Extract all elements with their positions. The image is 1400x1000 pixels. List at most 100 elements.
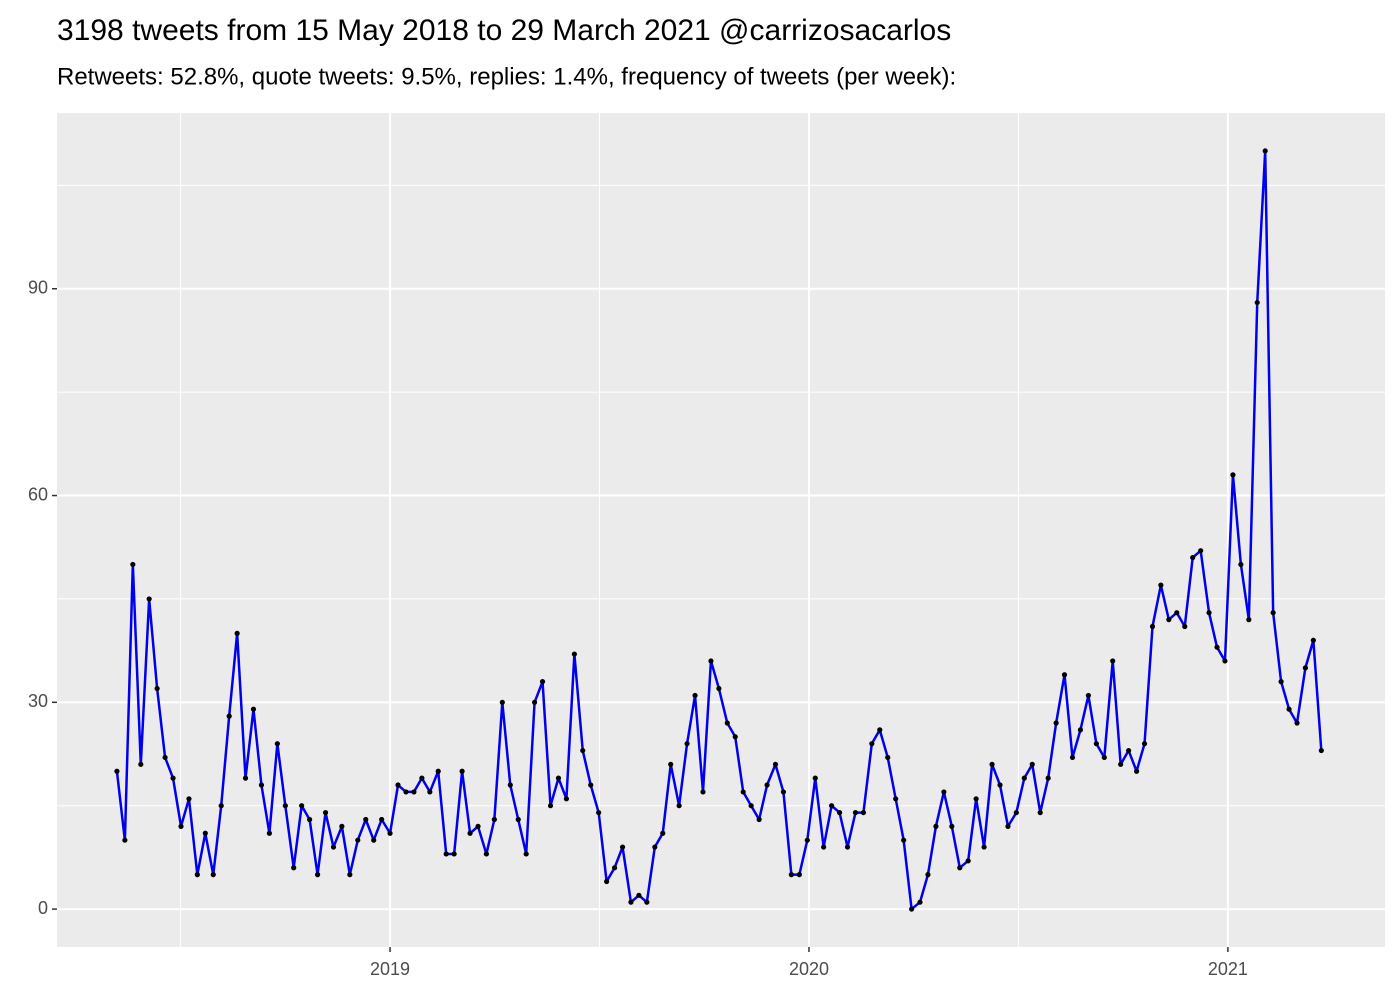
data-point [355, 837, 361, 843]
data-point [483, 851, 490, 857]
data-point [571, 651, 577, 657]
data-point [1101, 754, 1107, 761]
data-point [395, 782, 401, 788]
data-point [1198, 548, 1204, 554]
data-point [1013, 809, 1019, 816]
data-point [716, 685, 722, 692]
data-point [539, 679, 546, 685]
chart-title: 3198 tweets from 15 May 2018 to 29 March… [57, 14, 951, 47]
data-point [628, 899, 634, 905]
data-point [443, 851, 449, 857]
data-point [130, 561, 136, 568]
data-point [1110, 658, 1116, 664]
data-point [949, 823, 955, 829]
data-point [611, 865, 618, 871]
data-point [869, 741, 875, 747]
data-point [981, 844, 987, 850]
y-tick-label: 0 [38, 898, 48, 918]
data-point [965, 858, 971, 864]
data-point [314, 872, 321, 878]
data-point [162, 754, 168, 761]
data-point [499, 699, 505, 705]
data-point [660, 830, 666, 836]
data-point [1166, 617, 1172, 623]
data-point [1190, 554, 1196, 561]
data-point [347, 872, 353, 878]
data-point [989, 761, 995, 767]
data-point [1278, 679, 1284, 685]
data-point [154, 685, 160, 692]
data-point [1254, 299, 1260, 306]
data-point [780, 789, 787, 795]
data-point [588, 782, 594, 788]
chart-subtitle: Retweets: 52.8%, quote tweets: 9.5%, rep… [57, 63, 956, 90]
data-point [1005, 823, 1011, 829]
data-point [114, 768, 120, 774]
y-tick-label: 90 [28, 278, 48, 298]
data-point [363, 816, 369, 823]
y-tick-label: 60 [28, 484, 48, 504]
data-point [740, 789, 746, 795]
data-point [1061, 672, 1068, 678]
data-point [307, 816, 313, 823]
data-point [852, 809, 859, 816]
data-point [379, 816, 385, 823]
data-point [668, 761, 674, 767]
data-point [796, 872, 802, 878]
data-point [547, 803, 554, 809]
data-point [1141, 741, 1148, 747]
data-point [523, 851, 529, 857]
data-point [957, 865, 963, 871]
data-point [1262, 148, 1268, 154]
data-point [1149, 623, 1156, 630]
data-point [812, 775, 818, 781]
data-point [146, 596, 152, 602]
data-point [250, 706, 257, 712]
data-point [885, 754, 891, 761]
data-point [828, 803, 835, 809]
data-point [748, 803, 754, 809]
x-tick-label: 2021 [1208, 959, 1248, 979]
data-point [1053, 720, 1059, 726]
data-point [860, 809, 867, 816]
data-point [636, 892, 642, 898]
data-point [1085, 692, 1091, 699]
data-point [619, 844, 626, 850]
data-point [1174, 610, 1180, 616]
data-point [1222, 658, 1228, 664]
data-point [1318, 747, 1324, 754]
data-point [1045, 775, 1051, 781]
data-point [371, 837, 377, 843]
data-point [700, 789, 706, 795]
data-point [194, 872, 200, 878]
x-tick-label: 2019 [370, 959, 410, 979]
data-point [451, 851, 457, 857]
data-point [210, 872, 216, 878]
data-point [909, 906, 915, 912]
data-point [724, 720, 730, 726]
data-point [1118, 761, 1124, 767]
data-point [282, 803, 288, 809]
data-point [186, 796, 192, 802]
data-point [411, 789, 417, 795]
data-point [555, 775, 562, 781]
data-point [291, 865, 297, 871]
data-point [1182, 623, 1188, 630]
data-point [580, 747, 586, 754]
data-point [1158, 582, 1164, 588]
data-point [1126, 747, 1132, 754]
data-point [1214, 644, 1220, 650]
plot-panel [57, 113, 1385, 947]
data-point [1069, 754, 1076, 761]
data-point [515, 816, 521, 823]
data-point [941, 789, 947, 795]
data-point [226, 713, 232, 719]
data-point [604, 878, 610, 885]
data-point [1294, 720, 1300, 726]
data-point [563, 796, 570, 802]
data-point [973, 796, 979, 802]
data-point [997, 782, 1003, 788]
data-point [1029, 761, 1035, 767]
x-tick-label: 2020 [789, 959, 829, 979]
data-point [756, 816, 762, 823]
